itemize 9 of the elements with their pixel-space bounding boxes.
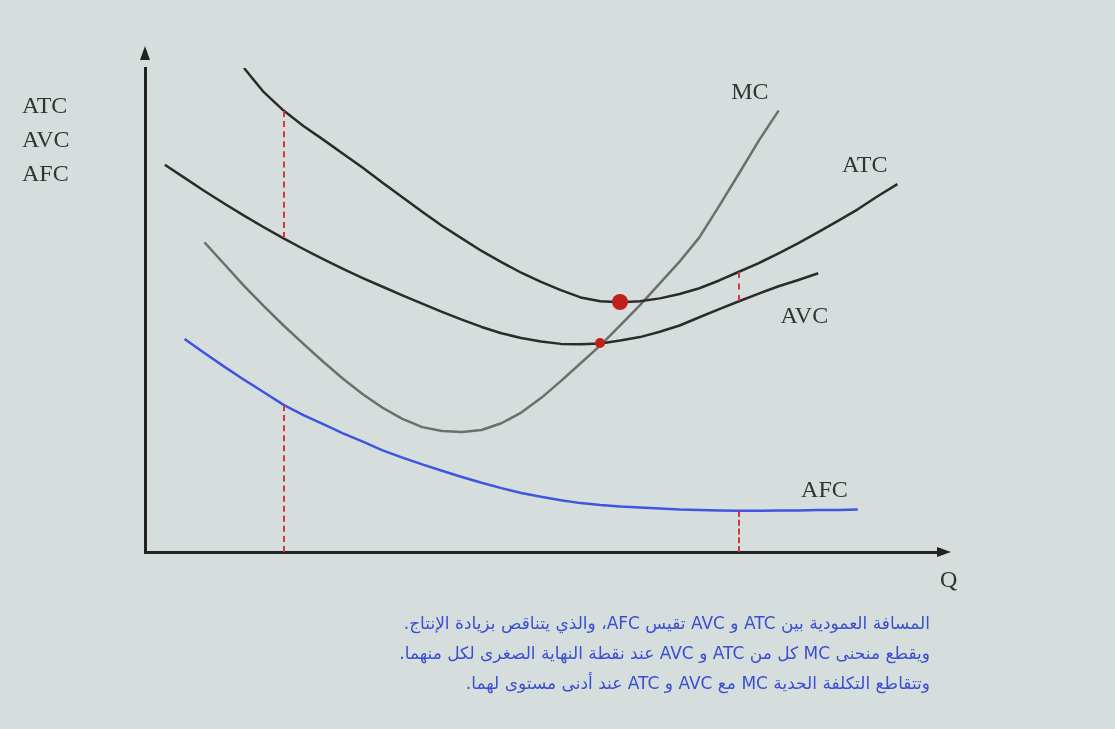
series-label: MC [731,77,769,104]
text: ويقطع منحنى MC كل من ATC و AVC عند نقطة النهاية الصغرى لكل منهما. [398,642,930,666]
text: المسافة العمودية بين ATC و AVC تقيس AFC، والذي يتناقص بزيادة الإنتاج. [402,612,930,636]
x-axis-title: Q [940,566,958,593]
series-label: AVC [780,302,829,329]
series-label: AFC [801,476,848,503]
y-axis-title: ATC AVC AFC [22,91,70,188]
series-label: ATC [842,151,888,178]
text: وتتقاطع التكلفة الحدية MC مع AVC و ATC عند أدنى مستوى لهما. [464,671,930,696]
